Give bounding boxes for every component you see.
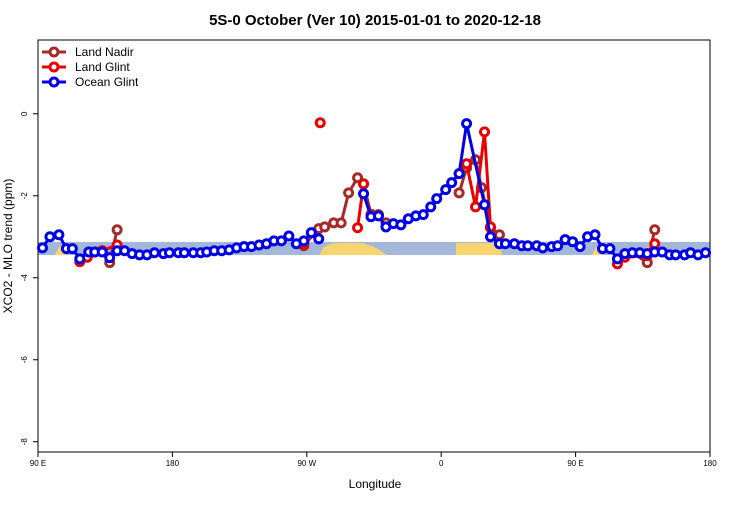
y-tick-label: -4 [20,274,29,282]
data-point [461,158,473,170]
x-tick-label: 90 W [297,459,316,468]
data-point [431,193,443,205]
data-point [298,235,310,247]
data-point [479,199,491,211]
data-point [74,253,86,265]
data-point [611,253,623,265]
data-point [552,240,564,252]
data-point [163,247,175,259]
legend-label: Land Nadir [75,45,134,59]
data-point [36,242,48,254]
data-point [499,238,511,250]
data-point [44,231,56,243]
legend-label: Ocean Glint [75,75,139,89]
data-point [283,230,295,242]
data-point [372,210,384,222]
chart-title: 5S-0 October (Ver 10) 2015-01-01 to 2020… [209,12,541,29]
x-tick-label: 90 E [567,459,583,468]
data-point [104,252,116,264]
legend-marker [48,61,60,73]
y-tick-label: -6 [20,356,29,364]
y-tick-label: -2 [20,192,29,200]
data-point [343,187,355,199]
data-point [178,247,190,259]
data-point [395,219,407,231]
x-tick-label: 180 [166,459,180,468]
data-point [275,235,287,247]
data-point [305,227,317,239]
data-point [604,243,616,255]
data-point [453,187,465,199]
data-point [479,126,491,138]
data-point [522,240,534,252]
data-point [461,118,473,130]
data-point [649,224,661,236]
land-patch [320,243,386,255]
data-point [352,222,364,234]
data-point [66,243,78,255]
data-point [313,233,325,245]
legend-label: Land Glint [75,60,130,74]
data-point [335,217,347,229]
data-point [352,172,364,184]
x-tick-label: 90 E [30,459,46,468]
data-point [484,231,496,243]
data-point [537,242,549,254]
y-tick-label: -8 [20,438,29,446]
data-point [358,178,370,190]
data-point [567,236,579,248]
data-point [148,247,160,259]
data-point [453,168,465,180]
x-tick-label: 180 [703,459,717,468]
data-point [417,209,429,221]
data-point [440,184,452,196]
data-point [96,246,108,258]
data-point [358,188,370,200]
y-tick-label: 0 [20,111,29,116]
legend-marker [48,46,60,58]
data-point [319,221,331,233]
data-point [670,249,682,261]
data-point [314,117,326,129]
x-axis-label: Longitude [349,477,402,491]
data-point [574,241,586,253]
data-point [425,201,437,213]
y-axis-label: XCO2 - MLO trend (ppm) [1,179,15,314]
x-tick-label: 0 [439,459,444,468]
data-point [53,229,65,241]
data-point [446,177,458,189]
data-point [111,224,123,236]
series-line [41,122,706,261]
legend-marker [48,76,60,88]
land-patch [456,243,502,255]
data-point [493,229,505,241]
data-point [589,229,601,241]
data-point [470,201,482,213]
data-point [700,247,712,259]
